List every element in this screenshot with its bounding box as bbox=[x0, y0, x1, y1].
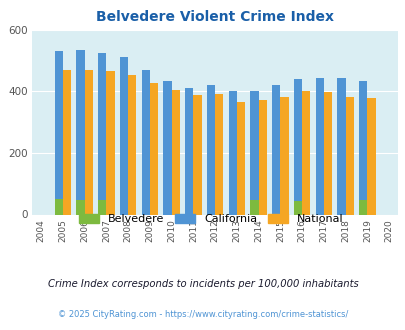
Bar bbox=[215, 94, 223, 214]
Bar bbox=[193, 95, 201, 214]
Bar bbox=[85, 70, 93, 214]
Bar bbox=[250, 91, 258, 214]
Text: © 2025 CityRating.com - https://www.cityrating.com/crime-statistics/: © 2025 CityRating.com - https://www.city… bbox=[58, 310, 347, 319]
Legend: Belvedere, California, National: Belvedere, California, National bbox=[74, 209, 347, 229]
Bar bbox=[163, 81, 171, 214]
Bar bbox=[358, 200, 367, 214]
Bar bbox=[315, 78, 323, 214]
Bar bbox=[141, 70, 149, 214]
Bar bbox=[185, 87, 193, 214]
Bar bbox=[171, 90, 179, 214]
Bar bbox=[149, 83, 158, 214]
Bar bbox=[207, 84, 215, 214]
Bar bbox=[63, 70, 71, 214]
Bar bbox=[98, 200, 106, 215]
Bar bbox=[280, 97, 288, 214]
Text: Crime Index corresponds to incidents per 100,000 inhabitants: Crime Index corresponds to incidents per… bbox=[47, 279, 358, 289]
Title: Belvedere Violent Crime Index: Belvedere Violent Crime Index bbox=[96, 10, 333, 24]
Bar bbox=[55, 51, 63, 214]
Bar bbox=[367, 98, 375, 214]
Bar bbox=[323, 92, 331, 214]
Bar bbox=[76, 200, 85, 215]
Bar bbox=[119, 57, 128, 214]
Bar bbox=[293, 201, 301, 214]
Bar bbox=[271, 84, 280, 214]
Bar bbox=[228, 91, 237, 214]
Bar bbox=[106, 71, 115, 215]
Bar bbox=[55, 199, 63, 214]
Bar bbox=[337, 78, 345, 214]
Bar bbox=[258, 100, 266, 214]
Bar bbox=[237, 102, 245, 214]
Bar bbox=[293, 79, 301, 214]
Bar bbox=[98, 53, 106, 214]
Bar bbox=[250, 200, 258, 215]
Bar bbox=[358, 81, 367, 214]
Bar bbox=[128, 75, 136, 215]
Bar bbox=[76, 50, 85, 214]
Bar bbox=[345, 97, 353, 214]
Bar bbox=[301, 91, 310, 214]
